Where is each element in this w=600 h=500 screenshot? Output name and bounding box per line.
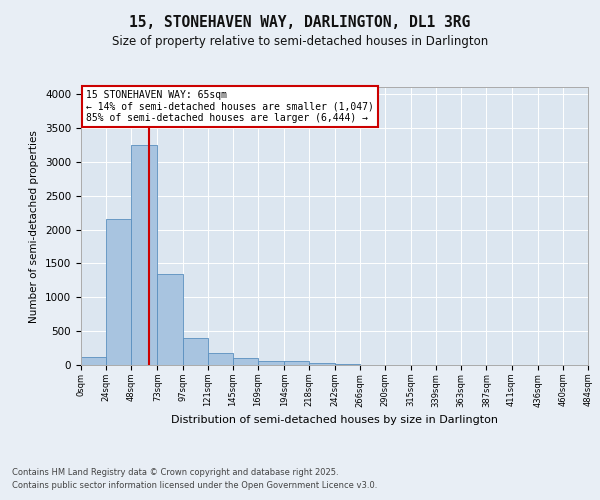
Bar: [284, 362, 310, 365]
Text: Size of property relative to semi-detached houses in Darlington: Size of property relative to semi-detach…: [112, 34, 488, 48]
Bar: [258, 360, 284, 365]
Bar: [157, 274, 182, 365]
Text: 15, STONEHAVEN WAY, DARLINGTON, DL1 3RG: 15, STONEHAVEN WAY, DARLINGTON, DL1 3RG: [130, 15, 470, 30]
Bar: [81, 357, 106, 365]
Text: Contains HM Land Registry data © Crown copyright and database right 2025.: Contains HM Land Registry data © Crown c…: [12, 468, 338, 477]
Bar: [131, 145, 157, 365]
Bar: [182, 338, 208, 365]
Bar: [106, 220, 131, 365]
Bar: [208, 354, 233, 365]
Y-axis label: Number of semi-detached properties: Number of semi-detached properties: [29, 130, 40, 322]
Text: Contains public sector information licensed under the Open Government Licence v3: Contains public sector information licen…: [12, 482, 377, 490]
Bar: [310, 363, 335, 365]
Bar: [233, 358, 258, 365]
Text: 15 STONEHAVEN WAY: 65sqm
← 14% of semi-detached houses are smaller (1,047)
85% o: 15 STONEHAVEN WAY: 65sqm ← 14% of semi-d…: [86, 90, 374, 124]
X-axis label: Distribution of semi-detached houses by size in Darlington: Distribution of semi-detached houses by …: [171, 415, 498, 425]
Bar: [335, 364, 359, 365]
